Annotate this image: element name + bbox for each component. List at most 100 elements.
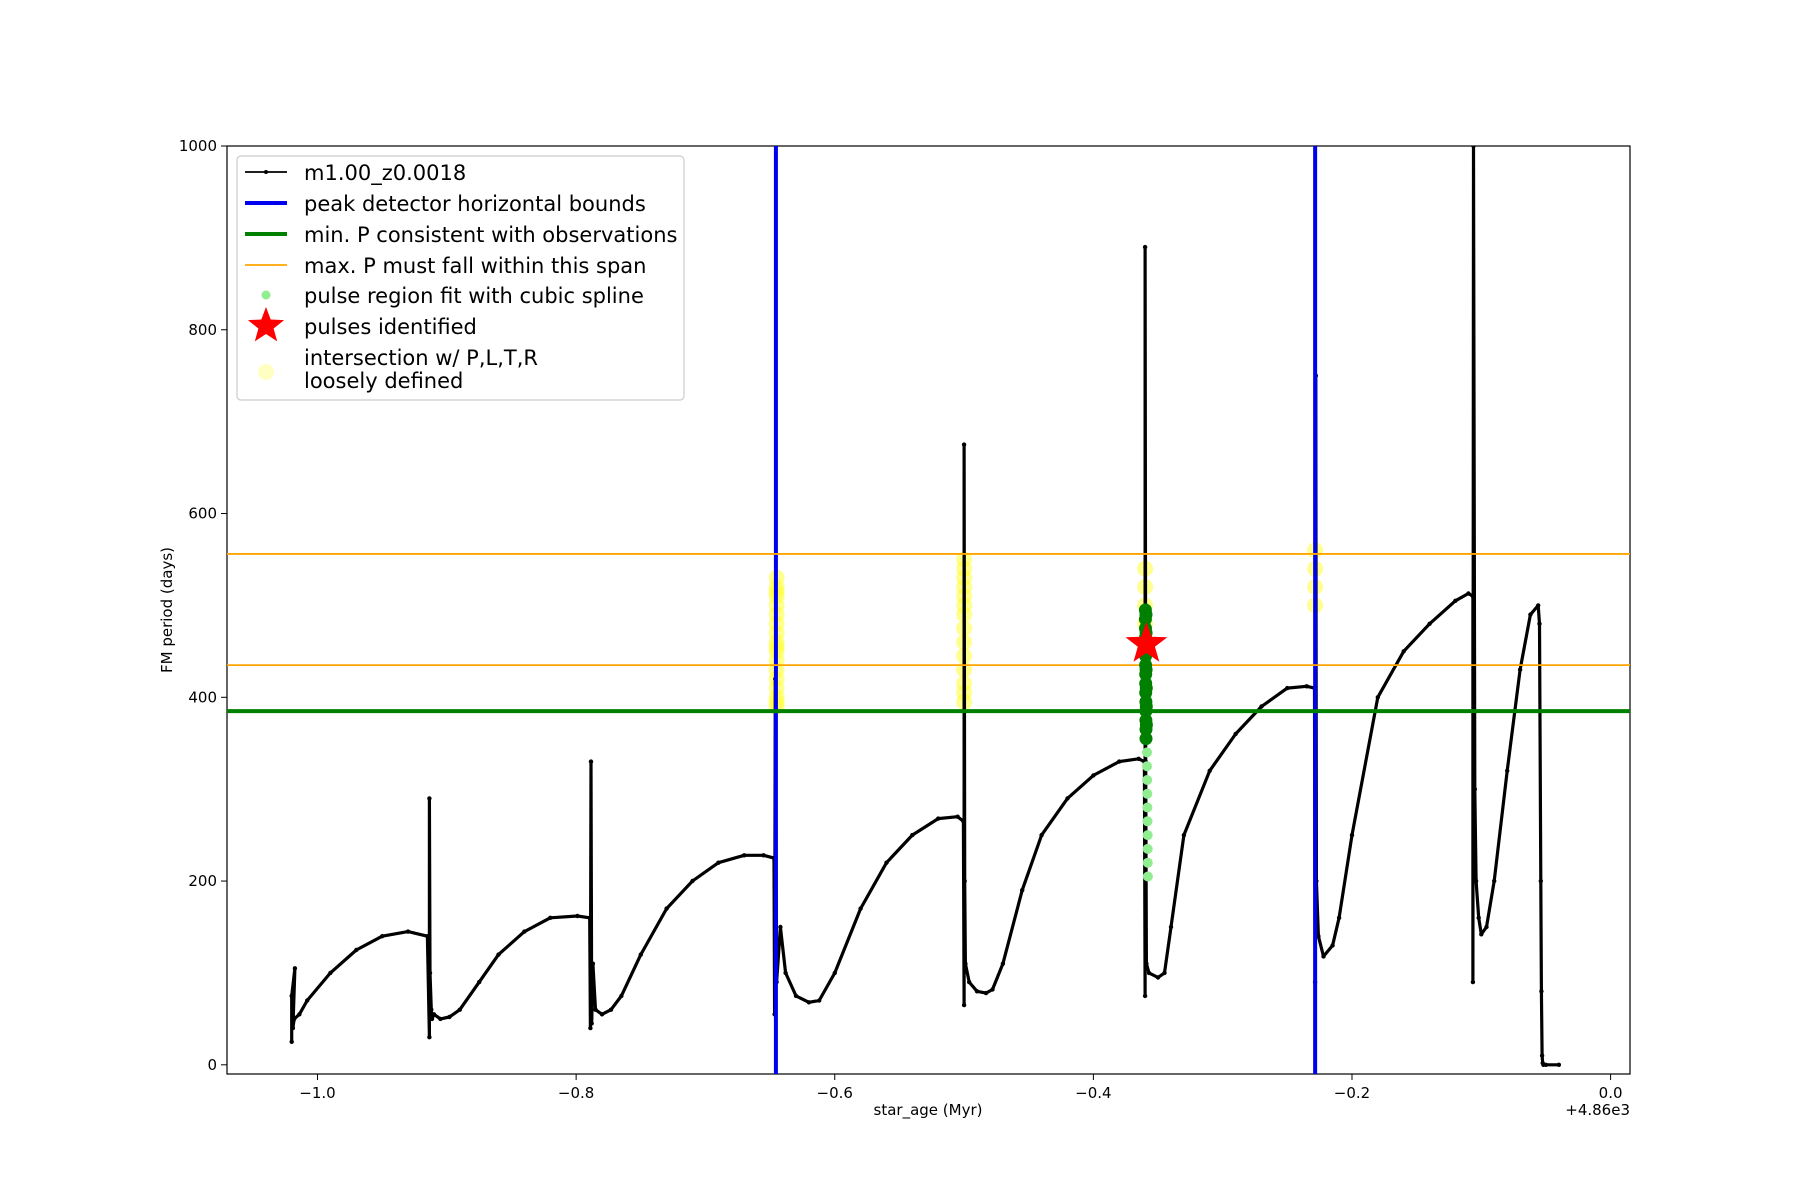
- spline-fit-point: [1142, 843, 1153, 854]
- x-tick-label: −0.6: [817, 1084, 853, 1102]
- series-model-point: [1336, 915, 1342, 920]
- series-model-point: [405, 929, 411, 934]
- series-model-point: [1543, 1062, 1549, 1068]
- series-model-point: [1484, 924, 1489, 930]
- y-tick-label: 0: [207, 1056, 217, 1074]
- legend-entry-intersection: intersection w/ P,L,T,R loosely defined: [258, 346, 538, 393]
- series-model-point: [1330, 943, 1335, 948]
- series-model-point: [990, 987, 995, 992]
- pulse-region-dark-point: [1139, 663, 1153, 677]
- series-model-point: [438, 1016, 443, 1022]
- series-model-point: [793, 993, 799, 999]
- series-model-point: [1259, 704, 1264, 709]
- series-model-point: [1517, 667, 1523, 672]
- series-model-point: [955, 814, 960, 819]
- series-model-point: [983, 990, 989, 996]
- series-model-point: [962, 878, 967, 884]
- y-tick-label: 200: [188, 872, 217, 890]
- axes-ticks: −1.0 −0.8 −0.6 −0.4 −0.2 0.0 0 200 400 600 800 1000: [179, 137, 1623, 1102]
- spline-fit-point: [1142, 775, 1153, 785]
- legend-label-model: m1.00_z0.0018: [304, 161, 466, 186]
- legend-box: [236, 155, 685, 401]
- series-model-point: [961, 819, 966, 824]
- legend-entry-model: m1.00_z0.0018: [245, 161, 466, 186]
- series-model-point: [1162, 970, 1167, 976]
- x-tick-label: −0.2: [1334, 1084, 1370, 1102]
- series-model-point: [1470, 979, 1476, 985]
- legend-swatch-model-marker: [264, 170, 268, 174]
- x-tick-label: −0.8: [558, 1084, 594, 1102]
- series-model-point: [289, 993, 294, 999]
- series-model-point: [1144, 961, 1149, 966]
- series-model-point: [1505, 768, 1510, 773]
- spline-fit-point: [1142, 830, 1153, 841]
- legend-label-min-p: min. P consistent with observations: [304, 223, 677, 247]
- series-model-point: [1207, 768, 1212, 773]
- series-model-point: [963, 961, 968, 966]
- series-model-point: [522, 929, 527, 934]
- series-model-point: [1528, 612, 1533, 617]
- series-model-point: [429, 1007, 434, 1012]
- series-model-point: [1285, 685, 1290, 691]
- spline-fit-point: [1142, 871, 1153, 882]
- legend-entry-spline-fit: pulse region fit with cubic spline: [261, 284, 644, 308]
- series-model-point: [292, 966, 298, 971]
- series-model-point: [1321, 954, 1326, 959]
- legend-swatch-intersection: [258, 364, 274, 380]
- series-model-point: [328, 970, 333, 976]
- spline-fit-point: [1142, 802, 1153, 813]
- series-model-point: [1136, 756, 1141, 761]
- series-model-point: [742, 853, 747, 858]
- pulse-region-dark-point: [1139, 608, 1153, 622]
- series-model-point: [783, 970, 788, 976]
- series-model-point: [961, 442, 967, 447]
- series-model-point: [1537, 621, 1542, 626]
- series-model-point: [1039, 832, 1044, 838]
- series-model-point: [1091, 773, 1096, 778]
- x-axis-offset-label: +4.86e3: [1565, 1101, 1630, 1119]
- legend-swatch-pulses-star: [247, 307, 285, 342]
- series-model-point: [305, 998, 310, 1003]
- series-model-point: [1065, 796, 1070, 801]
- data-layer: [227, 146, 1630, 1074]
- series-model-point: [1492, 878, 1497, 884]
- series-model-point: [967, 979, 972, 985]
- series-model-point: [961, 1002, 967, 1008]
- series-model-point: [761, 853, 766, 858]
- plot-frame: [226, 145, 1631, 1075]
- pulse-region-dark-point: [1139, 732, 1153, 746]
- y-tick-label: 800: [188, 321, 217, 339]
- series-model-point: [599, 1012, 605, 1017]
- legend-label-peak-bounds: peak detector horizontal bounds: [304, 192, 646, 216]
- legend-label-intersection-line2: loosely defined: [304, 369, 463, 393]
- legend-entry-pulses: pulses identified: [247, 307, 477, 342]
- pulse-region-dark-point: [1139, 700, 1153, 713]
- y-tick-label: 600: [188, 505, 217, 523]
- series-model-point: [638, 952, 643, 957]
- pulse-identified-star: [1125, 622, 1168, 662]
- series-model-point: [817, 998, 822, 1003]
- series-model-point: [858, 906, 863, 911]
- series-model-point: [1473, 878, 1479, 884]
- series-model-point: [936, 816, 941, 821]
- series-model-point: [690, 878, 695, 884]
- series-model-point: [1538, 878, 1544, 884]
- series-model-point: [1316, 934, 1321, 939]
- legend-label-spline-fit: pulse region fit with cubic spline: [304, 284, 644, 308]
- series-model-point: [354, 947, 359, 953]
- series-model-point: [427, 1035, 432, 1040]
- plot-series-group: [227, 146, 1630, 1074]
- series-model-point: [1539, 989, 1544, 994]
- series-model-point: [297, 1012, 302, 1017]
- series-model-point: [608, 1007, 614, 1012]
- legend-entry-min-p: min. P consistent with observations: [245, 223, 677, 247]
- series-model-point: [1304, 684, 1309, 689]
- y-axis-label: FM period (days): [158, 547, 176, 673]
- y-tick-label: 1000: [179, 137, 217, 155]
- series-model-point: [431, 1012, 437, 1017]
- legend-entry-peak-bounds: peak detector horizontal bounds: [245, 192, 646, 216]
- series-model-point: [1427, 621, 1432, 626]
- series-model-point: [496, 952, 501, 957]
- series-model-point: [1479, 932, 1484, 937]
